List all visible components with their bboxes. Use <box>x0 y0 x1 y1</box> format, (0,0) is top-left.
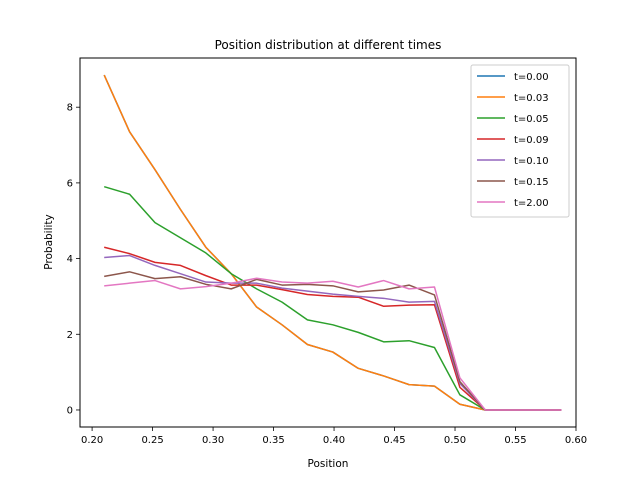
series-line-5 <box>104 271 562 411</box>
y-axis-label: Probability <box>43 214 55 270</box>
y-tick-label: 2 <box>67 330 73 341</box>
x-tick-label: 0.50 <box>444 435 466 446</box>
series-line-4 <box>104 254 562 411</box>
x-tick-label: 0.60 <box>565 435 587 446</box>
legend-label-6: t=2.00 <box>514 198 549 209</box>
series-line-2 <box>103 185 562 411</box>
series-line-6 <box>104 277 562 411</box>
legend-label-2: t=0.05 <box>514 114 549 125</box>
x-axis-label: Position <box>308 458 349 470</box>
x-tick-label: 0.25 <box>141 435 163 446</box>
chart-title: Position distribution at different times <box>215 38 442 52</box>
legend-label-0: t=0.00 <box>514 72 549 83</box>
x-tick-label: 0.35 <box>262 435 284 446</box>
y-tick-label: 4 <box>67 254 73 265</box>
legend-label-3: t=0.09 <box>514 135 549 146</box>
y-tick-label: 0 <box>67 405 73 416</box>
legend: t=0.00 t=0.03 t=0.05 t=0.09 t=0.10 t=0.15 t=2.… <box>470 64 570 218</box>
x-axis-ticks: 0.20 0.25 0.30 0.35 0.40 0.45 0.50 0.55 0.60 <box>81 427 587 446</box>
y-tick-label: 6 <box>67 178 73 189</box>
legend-frame <box>470 64 570 218</box>
plot-frame <box>79 57 577 428</box>
x-tick-label: 0.30 <box>202 435 224 446</box>
legend-label-5: t=0.15 <box>514 177 549 188</box>
y-tick-label: 8 <box>67 103 73 114</box>
legend-label-1: t=0.03 <box>514 93 549 104</box>
legend-label-4: t=0.10 <box>514 156 549 167</box>
x-tick-label: 0.20 <box>81 435 103 446</box>
series-layer <box>103 74 562 411</box>
x-tick-label: 0.45 <box>383 435 405 446</box>
x-tick-label: 0.55 <box>504 435 526 446</box>
y-axis-ticks: 0 2 4 6 8 <box>67 103 80 416</box>
x-tick-label: 0.40 <box>323 435 345 446</box>
